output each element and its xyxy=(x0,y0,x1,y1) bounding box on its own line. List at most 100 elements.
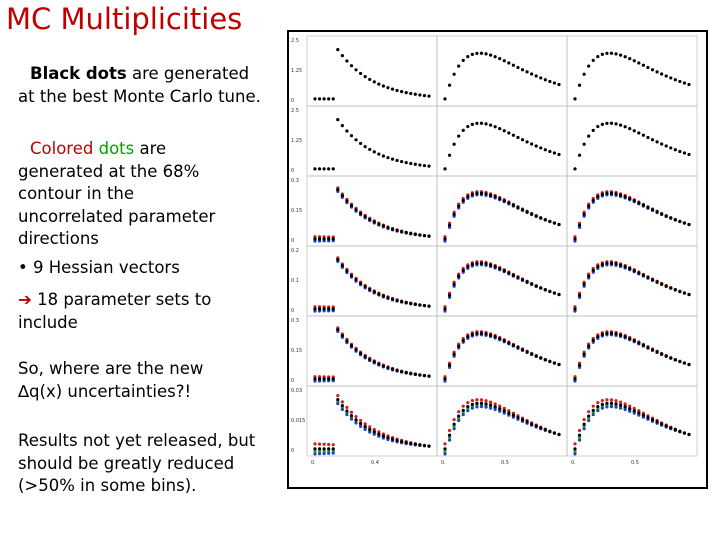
plot-dot xyxy=(422,233,427,238)
plot-dot xyxy=(525,210,529,214)
y-tick-label: 0.3 xyxy=(291,318,299,324)
plot-dot xyxy=(368,217,372,222)
plot-dot xyxy=(400,370,404,374)
plot-dot xyxy=(447,223,452,227)
plot-dot xyxy=(687,82,691,87)
plot-dot xyxy=(619,53,623,57)
plot-dot xyxy=(413,92,417,96)
plot-dot xyxy=(409,301,413,306)
y-tick-label: 0 xyxy=(291,168,294,174)
x-tick-label: 0. xyxy=(311,460,316,466)
plot-dot xyxy=(673,148,677,152)
plot-dot xyxy=(507,271,511,275)
plot-dot xyxy=(345,405,349,409)
paragraph: So, where are the new ∆q(x) uncertaintie… xyxy=(18,358,248,403)
plot-dot xyxy=(470,52,474,56)
plot-dot xyxy=(596,194,600,199)
plot-dot xyxy=(452,417,456,422)
plot-dot xyxy=(443,167,447,171)
plot-dot xyxy=(368,425,372,429)
plot-dot xyxy=(404,301,408,305)
plot-dot xyxy=(313,452,317,456)
plot-dot xyxy=(573,447,577,451)
plot-dot xyxy=(609,261,614,265)
plot-dot xyxy=(466,404,470,409)
plot-dot xyxy=(525,350,529,354)
plot-dot xyxy=(443,452,447,456)
plot-dot xyxy=(484,262,488,266)
plot-dot xyxy=(591,408,595,412)
plot-dot xyxy=(539,216,543,220)
plot-dot xyxy=(577,363,582,367)
plot-dot xyxy=(359,211,363,216)
plot-dot xyxy=(381,294,385,298)
plot-dot xyxy=(349,414,354,418)
plot-dot xyxy=(552,221,557,225)
plot-dot xyxy=(475,191,479,195)
plot-dot xyxy=(525,140,529,144)
plot-dot xyxy=(489,403,493,407)
text: 18 parameter sets to include xyxy=(18,290,212,332)
plot-dot xyxy=(655,210,659,214)
plot-dot xyxy=(548,289,552,294)
plot-dot xyxy=(447,153,452,157)
plot-dot xyxy=(619,193,623,197)
plot-dot xyxy=(447,293,452,297)
plot-dot xyxy=(368,427,372,432)
plot-dot xyxy=(452,422,456,426)
plot-dot xyxy=(664,144,668,148)
plot-dot xyxy=(623,195,627,199)
plot-dot xyxy=(539,356,543,360)
plot-dot xyxy=(582,427,586,431)
plot-dot xyxy=(359,424,363,429)
plot-dot xyxy=(525,70,529,74)
plot-dot xyxy=(390,437,395,441)
plot-dot xyxy=(525,420,529,424)
plot-dot xyxy=(628,409,632,413)
plot-dot xyxy=(520,348,525,352)
plot-dot xyxy=(660,282,664,286)
plot-dot xyxy=(489,123,493,127)
plot-dot xyxy=(557,222,561,227)
plot-dot xyxy=(457,414,461,418)
plot-dot xyxy=(682,361,687,365)
plot-dot xyxy=(359,418,363,423)
plot-dot xyxy=(600,398,604,403)
plot-dot xyxy=(404,441,408,445)
plot-dot xyxy=(400,160,404,164)
plot-dot xyxy=(395,298,399,303)
plot-dot xyxy=(552,81,557,85)
plot-dot xyxy=(317,237,322,241)
plot-dot xyxy=(641,133,645,137)
plot-dot xyxy=(548,149,552,154)
plot-dot xyxy=(409,231,413,236)
plot-dot xyxy=(498,409,502,413)
plot-dot xyxy=(498,404,502,408)
plot-dot xyxy=(327,442,331,447)
plot-dot xyxy=(395,158,399,163)
plot-dot xyxy=(466,408,470,413)
plot-dot xyxy=(516,135,520,140)
plot-dot xyxy=(669,76,673,80)
plot-dot xyxy=(596,334,600,339)
y-tick-label: 1.25 xyxy=(291,68,302,74)
plot-dot xyxy=(673,428,677,432)
plot-dot xyxy=(552,151,557,155)
plot-dot xyxy=(489,53,493,57)
plot-dot xyxy=(573,449,577,453)
plot-dot xyxy=(354,68,358,72)
plot-dot xyxy=(475,331,479,335)
plot-dot xyxy=(687,432,691,437)
plot-dot xyxy=(363,427,367,432)
plot-dot xyxy=(664,424,668,428)
plot-dot xyxy=(322,442,326,446)
plot-dot xyxy=(605,191,609,195)
plot-dot xyxy=(678,149,682,154)
plot-dot xyxy=(368,77,372,82)
plot-dot xyxy=(313,379,317,383)
plot-dot xyxy=(452,427,456,431)
plot-dot xyxy=(461,128,465,132)
plot-dot xyxy=(331,167,335,171)
plot-dot xyxy=(489,333,493,337)
slide-title: MC Multiplicities xyxy=(6,2,243,36)
